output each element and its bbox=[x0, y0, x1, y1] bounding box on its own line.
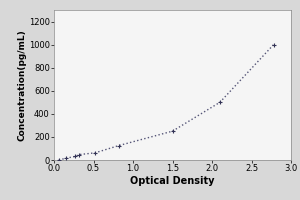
X-axis label: Optical Density: Optical Density bbox=[130, 176, 215, 186]
Y-axis label: Concentration(pg/mL): Concentration(pg/mL) bbox=[17, 29, 26, 141]
